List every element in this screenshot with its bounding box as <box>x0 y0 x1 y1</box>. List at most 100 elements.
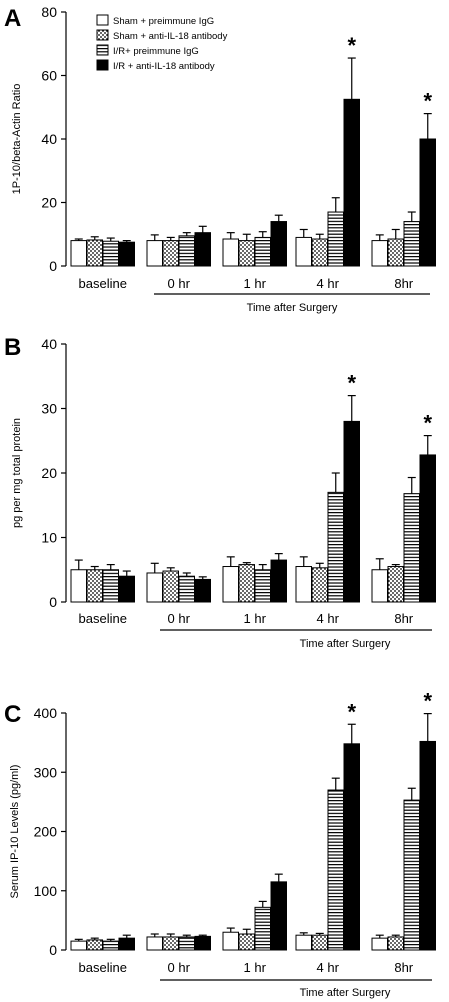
y-tick-label: 20 <box>41 465 57 481</box>
bar-0-hr-series-4 <box>194 578 211 603</box>
significance-marker: * <box>347 33 356 58</box>
legend-label: I/R+ preimmune IgG <box>113 46 199 57</box>
bar-baseline-series-2 <box>86 939 103 951</box>
x-category-label: 0 hr <box>168 611 191 626</box>
x-category-label: baseline <box>79 276 127 291</box>
x-category-label: 4 hr <box>317 960 340 975</box>
bar-0-hr-series-2 <box>162 240 179 267</box>
legend-swatch <box>96 44 109 56</box>
legend-label: Sham + preimmune IgG <box>113 16 214 27</box>
legend-swatch <box>96 59 109 71</box>
bar-1-hr-series-2 <box>238 564 255 603</box>
bar-4-hr-series-4 <box>343 98 360 267</box>
x-category-label: 1 hr <box>244 276 267 291</box>
bar-4-hr-series-2 <box>311 934 328 951</box>
bar-4-hr-series-4 <box>343 743 360 951</box>
bar-baseline-series-1 <box>70 240 87 267</box>
bar-8hr-series-2 <box>387 936 404 951</box>
bar-8hr-series-4 <box>419 138 436 267</box>
x-axis-title: Time after Surgery <box>300 638 391 650</box>
bar-1-hr-series-3 <box>254 906 271 951</box>
bar-0-hr-series-2 <box>162 570 179 603</box>
bar-0-hr-series-3 <box>178 575 195 603</box>
bar-baseline-series-2 <box>86 569 103 603</box>
y-tick-label: 0 <box>49 594 57 610</box>
chart-panel-a: A 0 20 40 60 80 1P-10/beta-Actin Ratio baseline… <box>4 4 436 314</box>
bar-8hr-series-2 <box>387 566 404 603</box>
bar-baseline-series-3 <box>102 940 119 951</box>
significance-marker: * <box>423 689 432 714</box>
significance-marker: * <box>347 699 356 724</box>
y-axis-label: Serum IP-10 Levels (pg/ml) <box>9 765 21 899</box>
bar-4-hr-series-2 <box>311 238 328 267</box>
y-tick-label: 0 <box>49 942 57 958</box>
bar-1-hr-series-4 <box>270 881 287 951</box>
legend-swatch <box>96 29 109 41</box>
bar-8hr-series-2 <box>387 238 404 267</box>
bar-baseline-series-1 <box>70 940 87 951</box>
bar-1-hr-series-4 <box>270 221 287 267</box>
bar-4-hr-series-3 <box>327 211 344 267</box>
bar-0-hr-series-4 <box>194 232 211 267</box>
panel-letter: B <box>4 334 21 361</box>
bar-0-hr-series-1 <box>146 936 163 951</box>
y-tick-label: 400 <box>34 705 58 721</box>
x-category-label: baseline <box>79 611 127 626</box>
bar-0-hr-series-2 <box>162 936 179 951</box>
y-axis-label: 1P-10/beta-Actin Ratio <box>11 84 23 195</box>
bar-0-hr-series-1 <box>146 240 163 267</box>
bar-8hr-series-3 <box>403 221 420 267</box>
y-tick-label: 40 <box>41 336 57 352</box>
bar-baseline-series-2 <box>86 239 103 267</box>
bar-8hr-series-4 <box>419 740 436 951</box>
bar-4-hr-series-1 <box>295 236 312 267</box>
bar-4-hr-series-1 <box>295 566 312 603</box>
y-axis-label: pg per mg total protein <box>11 418 23 528</box>
chart-panel-c: C 0 100 200 300 400 Serum IP-10 Levels (pg/ml)… <box>4 689 436 999</box>
y-tick-label: 80 <box>41 4 57 20</box>
bar-1-hr-series-3 <box>254 569 271 603</box>
bar-1-hr-series-4 <box>270 559 287 603</box>
x-category-label: 4 hr <box>317 611 340 626</box>
bar-0-hr-series-4 <box>194 935 211 951</box>
bar-0-hr-series-3 <box>178 936 195 951</box>
significance-marker: * <box>423 411 432 436</box>
bar-1-hr-series-2 <box>238 933 255 951</box>
chart-panel-b: B 0 10 20 30 40 pg per mg total protein baselin… <box>4 334 436 650</box>
significance-marker: * <box>347 371 356 396</box>
legend: Sham + preimmune IgG Sham + anti-IL-18 an… <box>96 14 228 72</box>
bar-8hr-series-1 <box>371 240 388 267</box>
bar-baseline-series-3 <box>102 569 119 603</box>
x-axis-title: Time after Surgery <box>300 987 391 999</box>
y-tick-label: 20 <box>41 195 57 211</box>
bar-8hr-series-1 <box>371 569 388 603</box>
bar-1-hr-series-1 <box>222 931 239 951</box>
y-tick-label: 60 <box>41 68 57 84</box>
y-tick-label: 100 <box>34 883 58 899</box>
x-category-label: 8hr <box>394 611 413 626</box>
x-category-label: 4 hr <box>317 276 340 291</box>
x-category-label: 1 hr <box>244 960 267 975</box>
bar-4-hr-series-3 <box>327 491 344 603</box>
bar-0-hr-series-1 <box>146 572 163 603</box>
y-tick-label: 30 <box>41 401 57 417</box>
bar-baseline-series-4 <box>118 937 135 951</box>
bar-baseline-series-4 <box>118 241 135 267</box>
significance-marker: * <box>423 89 432 114</box>
bar-4-hr-series-4 <box>343 420 360 603</box>
bar-4-hr-series-2 <box>311 567 328 603</box>
y-tick-label: 200 <box>34 824 58 840</box>
panel-letter: C <box>4 701 21 728</box>
bar-1-hr-series-1 <box>222 566 239 603</box>
bar-baseline-series-4 <box>118 575 135 603</box>
bar-4-hr-series-1 <box>295 934 312 951</box>
x-category-label: baseline <box>79 960 127 975</box>
bar-baseline-series-1 <box>70 569 87 603</box>
bar-8hr-series-4 <box>419 454 436 603</box>
bar-baseline-series-3 <box>102 240 119 267</box>
y-tick-label: 300 <box>34 764 58 780</box>
bar-0-hr-series-3 <box>178 235 195 267</box>
legend-label: Sham + anti-IL-18 antibody <box>113 31 228 42</box>
legend-label: I/R + anti-IL-18 antibody <box>113 61 215 72</box>
